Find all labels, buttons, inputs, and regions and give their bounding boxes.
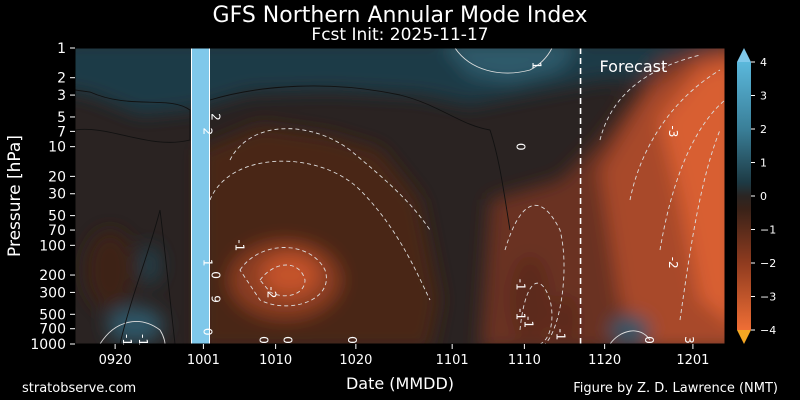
x-tick-label: 1101 [436, 353, 469, 368]
contour-label: -1 [120, 334, 134, 346]
contour-label: 1 [200, 259, 214, 267]
y-tick-label: 30 [48, 187, 66, 203]
contour-label: -1 [553, 328, 567, 340]
contour-label: 3 [682, 336, 696, 344]
x-tick-label: 1110 [508, 353, 541, 368]
contour-label: 0 [642, 336, 656, 344]
y-tick-label: 7 [57, 124, 66, 140]
y-tick-label: 5 [57, 110, 66, 126]
chart-subtitle: Fcst Init: 2025-11-17 [311, 25, 489, 45]
contour-label: -1 [521, 316, 535, 328]
y-tick-label: 100 [39, 238, 66, 254]
x-tick-label: 1120 [588, 353, 621, 368]
colorbar-tick-label: 4 [760, 56, 767, 69]
site-credit: stratobserve.com [22, 381, 137, 396]
colorbar-tick-label: −1 [760, 224, 776, 237]
y-tick-label: 200 [39, 268, 66, 284]
colorbar-max-arrow [737, 48, 751, 62]
y-tick-label: 70 [48, 223, 66, 239]
x-tick-label: 0920 [99, 353, 132, 368]
colorbar-bar [737, 62, 751, 330]
colorbar-tick-label: −3 [760, 291, 776, 304]
y-tick-label: 700 [39, 322, 66, 338]
y-tick-label: 10 [48, 140, 66, 156]
contour-label: -3 [666, 125, 680, 137]
y-tick-label: 50 [48, 209, 66, 225]
contour-label: 0 [513, 143, 527, 151]
author-credit: Figure by Z. D. Lawrence (NMT) [573, 381, 778, 396]
colorbar-tick-label: −4 [760, 324, 776, 337]
colorbar: 4 3 2 1 0 −1 −2 −3 −4 [737, 48, 776, 344]
x-axis: 0920 1001 1010 1020 1101 1110 1120 1201 [99, 344, 709, 368]
contour-label: 0 [345, 336, 359, 344]
x-tick-label: 1201 [676, 353, 709, 368]
contour-label: -1 [232, 239, 246, 251]
contour-label: 9 [208, 295, 222, 303]
plot-frame [74, 47, 726, 345]
y-tick-label: 2 [57, 71, 66, 87]
y-tick-label: 300 [39, 285, 66, 301]
missing-data-band [192, 48, 209, 344]
y-tick-label: 500 [39, 307, 66, 323]
y-tick-label: 3 [57, 88, 66, 104]
contour-label: 1 [529, 62, 543, 70]
contour-label: 0 [208, 271, 222, 279]
y-tick-label: 20 [48, 169, 66, 185]
contour-label: 0 [257, 336, 271, 344]
contour-label: -1 [513, 308, 527, 320]
colorbar-tick-label: 1 [760, 157, 767, 170]
contour-label: -1 [513, 279, 527, 291]
x-tick-label: 1001 [187, 353, 220, 368]
colorbar-tick-label: 3 [760, 90, 767, 103]
contour-lines [75, 48, 725, 344]
x-tick-label: 1010 [259, 353, 292, 368]
colorbar-tick-label: −2 [760, 257, 776, 270]
contour-label: -2 [666, 257, 680, 269]
x-axis-label: Date (MMDD) [345, 374, 455, 393]
chart-title: GFS Northern Annular Mode Index [212, 3, 588, 28]
contour-label: 2 [208, 113, 222, 121]
colorbar-tick-label: 0 [760, 190, 767, 203]
forecast-label: Forecast [600, 57, 668, 76]
contour-label: 2 [200, 128, 214, 136]
colorbar-min-arrow [737, 330, 751, 344]
heatmap-field [75, 48, 725, 344]
contour-label: 0 [200, 328, 214, 336]
y-tick-label: 1 [57, 41, 66, 57]
colorbar-tick-label: 2 [760, 123, 767, 136]
x-tick-label: 1020 [339, 353, 372, 368]
contour-label: -1 [136, 334, 150, 346]
contour-label: -2 [265, 286, 279, 298]
contour-label: 0 [281, 336, 295, 344]
y-tick-label: 1000 [30, 337, 66, 353]
